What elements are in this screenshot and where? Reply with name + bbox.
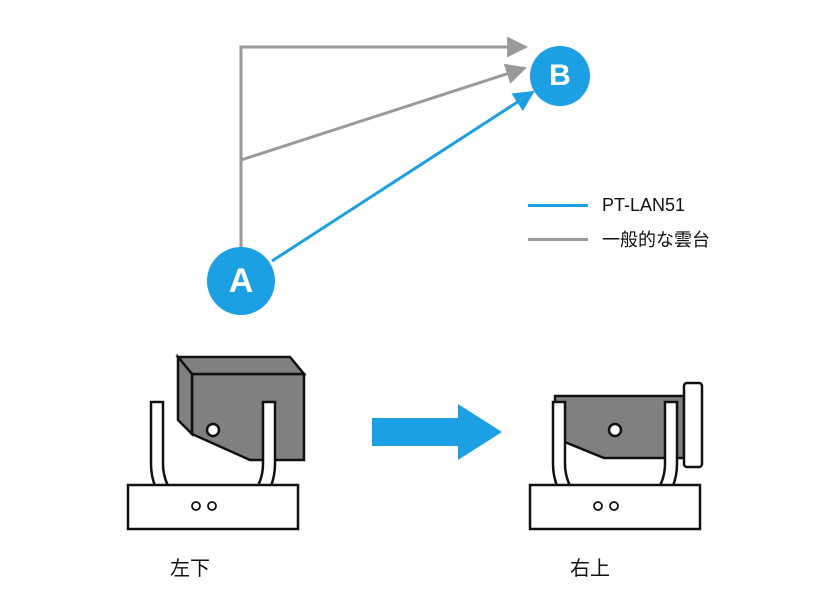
node-b: B [530,46,590,106]
diagram-svg [0,0,840,600]
legend-row: PT-LAN51 [528,188,710,222]
node-b-label: B [549,59,571,93]
legend: PT-LAN51 一般的な雲台 [528,188,710,256]
node-a-label: A [229,262,254,301]
legend-label: 一般的な雲台 [602,226,710,252]
legend-label: PT-LAN51 [602,195,685,216]
legend-line [528,204,588,207]
caption-left: 左下 [170,552,210,581]
node-a: A [207,247,275,315]
legend-line [528,238,588,241]
legend-row: 一般的な雲台 [528,222,710,256]
diagram-stage: A B PT-LAN51 一般的な雲台 左下 右上 [0,0,840,600]
path-lines [241,47,533,261]
transition-arrow [372,404,502,460]
caption-right: 右上 [570,552,610,581]
